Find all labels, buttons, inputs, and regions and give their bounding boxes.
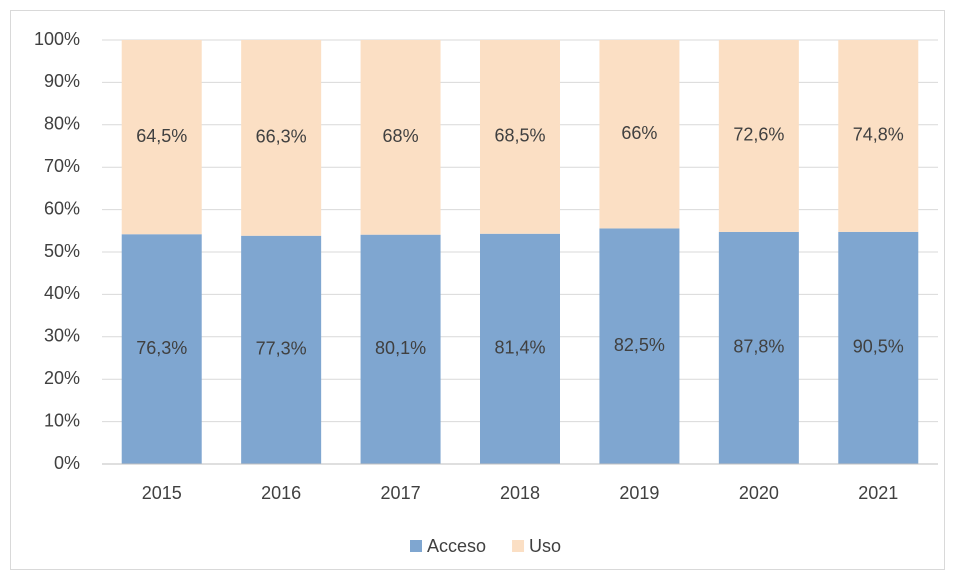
data-label: 68%	[383, 126, 419, 146]
data-label: 72,6%	[733, 125, 784, 145]
bar-segment	[121, 234, 202, 464]
x-tick-label: 2016	[261, 483, 301, 503]
bar-segment	[360, 40, 441, 235]
y-tick-label: 70%	[44, 156, 80, 176]
y-tick-label: 90%	[44, 71, 80, 91]
y-tick-label: 10%	[44, 410, 80, 430]
data-label: 81,4%	[494, 338, 545, 358]
x-tick-label: 2017	[381, 483, 421, 503]
x-tick-label: 2015	[142, 483, 182, 503]
bar-segment	[599, 40, 680, 229]
y-tick-label: 40%	[44, 283, 80, 303]
bar-segment	[360, 234, 441, 464]
x-tick-label: 2020	[739, 483, 779, 503]
legend-label: Uso	[529, 536, 561, 556]
data-label: 66%	[621, 123, 657, 143]
legend-swatch	[410, 540, 422, 552]
y-tick-label: 100%	[34, 29, 80, 49]
data-label: 74,8%	[853, 125, 904, 145]
bar-segment	[718, 231, 799, 464]
data-label: 80,1%	[375, 338, 426, 358]
y-tick-label: 0%	[54, 453, 80, 473]
bar-segment	[599, 228, 680, 464]
x-tick-label: 2018	[500, 483, 540, 503]
data-label: 90,5%	[853, 337, 904, 357]
legend-label: Acceso	[427, 536, 486, 556]
bar-segment	[718, 40, 799, 232]
data-label: 64,5%	[136, 126, 187, 146]
data-label: 66,3%	[256, 127, 307, 147]
x-tick-label: 2021	[858, 483, 898, 503]
data-label: 76,3%	[136, 338, 187, 358]
data-label: 82,5%	[614, 335, 665, 355]
bar-segment	[241, 235, 322, 464]
y-tick-label: 20%	[44, 368, 80, 388]
y-tick-label: 60%	[44, 198, 80, 218]
bar-segment	[121, 40, 202, 235]
y-tick-label: 80%	[44, 114, 80, 134]
data-label: 77,3%	[256, 339, 307, 359]
y-tick-label: 50%	[44, 241, 80, 261]
bar-segment	[480, 233, 560, 464]
bar-segment	[838, 231, 919, 464]
x-tick-label: 2019	[619, 483, 659, 503]
y-tick-label: 30%	[44, 326, 80, 346]
bar-segment	[838, 40, 919, 232]
bar-segment	[480, 40, 560, 234]
legend-swatch	[512, 540, 525, 552]
bar-segment	[241, 40, 322, 236]
data-label: 68,5%	[494, 126, 545, 146]
data-label: 87,8%	[733, 337, 784, 357]
